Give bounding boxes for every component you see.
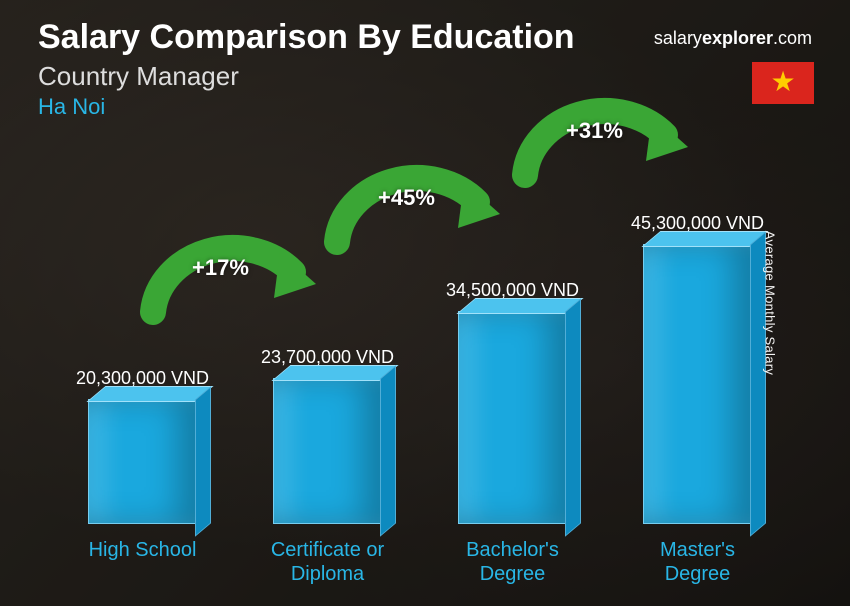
brand-prefix: salary xyxy=(654,28,702,48)
bar-column: 23,700,000 VNDCertificate orDiploma xyxy=(235,347,420,588)
brand-logo: salaryexplorer.com xyxy=(654,28,812,49)
y-axis-label: Average Monthly Salary xyxy=(762,231,777,375)
bar-column: 34,500,000 VNDBachelor'sDegree xyxy=(420,280,605,588)
bar-category: Bachelor'sDegree xyxy=(466,538,559,588)
brand-suffix: .com xyxy=(773,28,812,48)
bar-category: Certificate orDiploma xyxy=(271,538,384,588)
percent-increase: +45% xyxy=(378,185,435,211)
bar xyxy=(643,244,753,524)
percent-increase: +31% xyxy=(566,118,623,144)
bar xyxy=(273,378,383,524)
bar-category: Master'sDegree xyxy=(660,538,735,588)
subtitle: Country Manager xyxy=(38,61,812,92)
header: Salary Comparison By Education salaryexp… xyxy=(38,18,812,120)
page-title: Salary Comparison By Education xyxy=(38,18,575,57)
flag-vietnam: ★ xyxy=(752,62,814,104)
brand-main: explorer xyxy=(702,28,773,48)
star-icon: ★ xyxy=(770,68,795,96)
bar-wrap xyxy=(453,311,573,524)
bar-wrap xyxy=(638,244,758,524)
bar-wrap xyxy=(83,399,203,524)
bar xyxy=(458,311,568,524)
bar-wrap xyxy=(268,378,388,524)
city-label: Ha Noi xyxy=(38,94,812,120)
percent-increase: +17% xyxy=(192,255,249,281)
bar-category: High School xyxy=(89,538,197,588)
bar xyxy=(88,399,198,524)
bar-column: 20,300,000 VNDHigh School xyxy=(50,368,235,588)
